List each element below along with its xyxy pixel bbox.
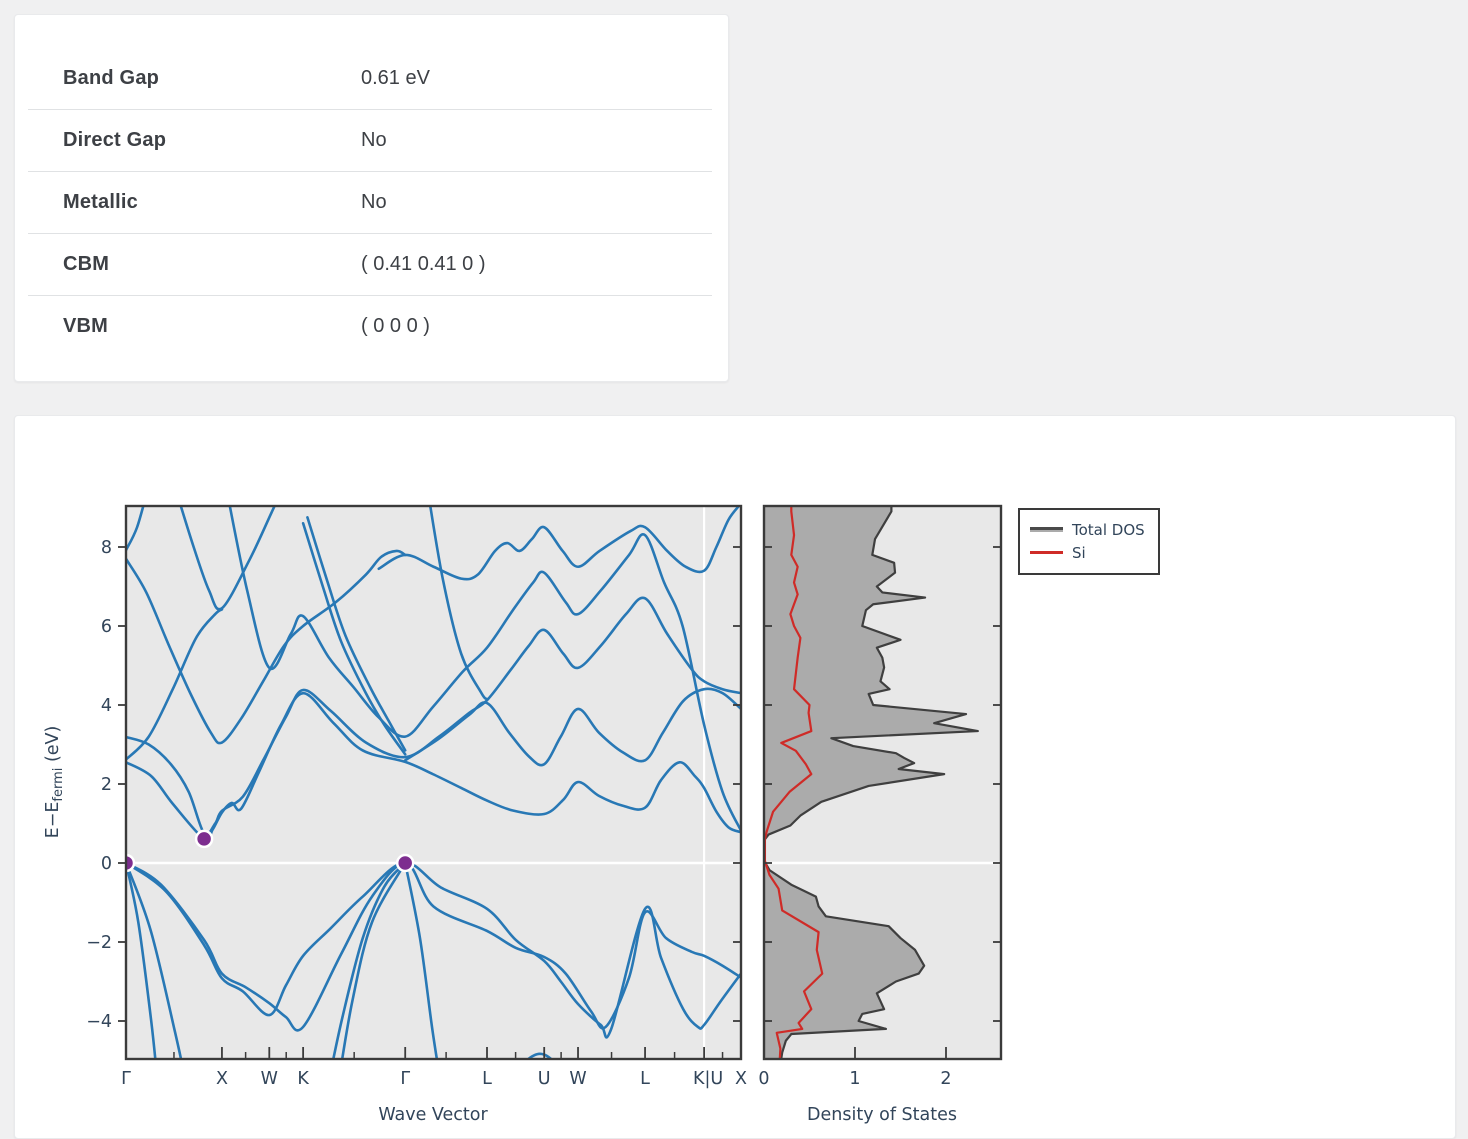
svg-text:Γ: Γ bbox=[400, 1069, 410, 1089]
band-gap-label: Band Gap bbox=[63, 67, 160, 89]
properties-card: Band Gap 0.61 eV Direct Gap No Metallic … bbox=[14, 14, 729, 382]
metallic-value: No bbox=[361, 191, 387, 213]
svg-text:L: L bbox=[640, 1069, 650, 1089]
properties-table: Band Gap 0.61 eV Direct Gap No Metallic … bbox=[15, 15, 728, 357]
vbm-label: VBM bbox=[63, 315, 109, 337]
metallic-label: Metallic bbox=[63, 191, 138, 213]
svg-text:−4: −4 bbox=[86, 1012, 112, 1032]
svg-text:X: X bbox=[735, 1069, 747, 1089]
svg-text:K|U: K|U bbox=[693, 1069, 723, 1089]
legend-item-si: Si bbox=[1030, 541, 1148, 564]
marker-cbm bbox=[194, 829, 214, 849]
table-row: Direct Gap No bbox=[28, 110, 712, 172]
svg-text:2: 2 bbox=[101, 775, 112, 795]
svg-text:4: 4 bbox=[101, 696, 112, 716]
svg-text:2: 2 bbox=[940, 1069, 951, 1089]
legend-label-total-dos: Total DOS bbox=[1072, 520, 1145, 539]
total-dos-line-sample bbox=[1030, 527, 1063, 532]
si-line-sample bbox=[1030, 551, 1063, 554]
svg-text:W: W bbox=[569, 1069, 586, 1089]
vbm-value: ( 0 0 0 ) bbox=[361, 315, 430, 337]
dos-axis-label: Density of States bbox=[807, 1105, 957, 1125]
table-row: Band Gap 0.61 eV bbox=[28, 48, 712, 110]
svg-text:8: 8 bbox=[101, 538, 112, 558]
legend-item-total-dos: Total DOS bbox=[1030, 518, 1148, 541]
band-structure-card: 8 6 4 2 0 −2 −4 Γ X W K Γ L U W L K|U X 0 1 2 E−Efermi (eV) … bbox=[14, 415, 1456, 1139]
direct-gap-label: Direct Gap bbox=[63, 129, 167, 151]
svg-text:0: 0 bbox=[758, 1069, 769, 1089]
marker-vbm bbox=[395, 853, 415, 873]
svg-text:0: 0 bbox=[101, 854, 112, 874]
svg-text:X: X bbox=[216, 1069, 228, 1089]
x-axis-label: Wave Vector bbox=[378, 1105, 488, 1125]
svg-text:U: U bbox=[538, 1069, 551, 1089]
y-axis-label: E−Efermi (eV) bbox=[43, 726, 66, 839]
marker-vbm bbox=[126, 853, 136, 873]
svg-text:K: K bbox=[297, 1069, 309, 1089]
svg-text:W: W bbox=[261, 1069, 278, 1089]
cbm-label: CBM bbox=[63, 253, 110, 275]
table-row: CBM ( 0.41 0.41 0 ) bbox=[28, 234, 712, 296]
direct-gap-value: No bbox=[361, 129, 387, 151]
table-row: VBM ( 0 0 0 ) bbox=[28, 296, 712, 357]
svg-text:1: 1 bbox=[849, 1069, 860, 1089]
table-row: Metallic No bbox=[28, 172, 712, 234]
cbm-value: ( 0.41 0.41 0 ) bbox=[361, 253, 486, 275]
legend-label-si: Si bbox=[1072, 543, 1086, 562]
svg-text:Γ: Γ bbox=[121, 1069, 131, 1089]
plot-legend: Total DOS Si bbox=[1018, 508, 1160, 575]
band-gap-value: 0.61 eV bbox=[361, 67, 430, 89]
svg-text:6: 6 bbox=[101, 617, 112, 637]
svg-text:L: L bbox=[482, 1069, 492, 1089]
svg-text:−2: −2 bbox=[86, 933, 112, 953]
